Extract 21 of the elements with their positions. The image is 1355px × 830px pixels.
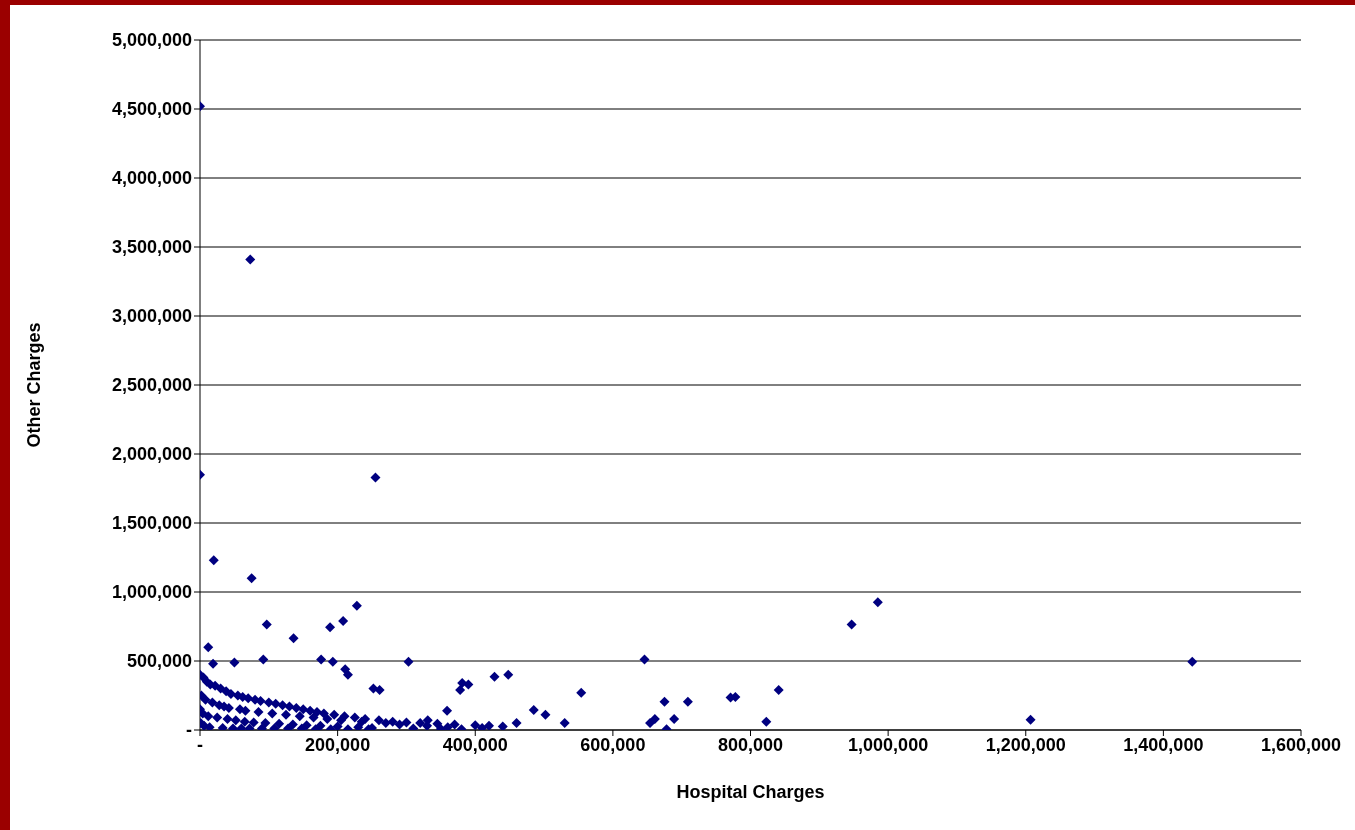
y-tick-label: 2,500,000 <box>111 375 192 396</box>
y-tick-label: 3,000,000 <box>111 306 192 327</box>
y-tick-label: 1,500,000 <box>111 513 192 534</box>
y-tick-label: 2,000,000 <box>111 444 192 465</box>
x-tick-label: 400,000 <box>442 734 508 755</box>
y-tick-label: 4,000,000 <box>111 168 192 189</box>
y-tick-label: 4,500,000 <box>111 99 192 120</box>
y-axis-title: Other Charges <box>24 322 45 448</box>
x-tick-label: 1,000,000 <box>848 734 929 755</box>
y-tick-label: - <box>186 720 192 741</box>
x-tick-label: 600,000 <box>580 734 646 755</box>
y-tick-label: 5,000,000 <box>111 30 192 51</box>
y-tick-label: 1,000,000 <box>111 582 192 603</box>
x-tick-label: 1,600,000 <box>1260 734 1342 755</box>
y-tick-label: 500,000 <box>126 651 192 672</box>
x-axis-title: Hospital Charges <box>676 782 825 802</box>
x-tick-label: 800,000 <box>717 734 784 755</box>
x-tick-label: 200,000 <box>305 734 371 755</box>
x-tick-label: 1,200,000 <box>985 734 1066 755</box>
x-tick-label: 1,400,000 <box>1123 734 1204 755</box>
y-tick-label: 3,500,000 <box>111 237 192 258</box>
